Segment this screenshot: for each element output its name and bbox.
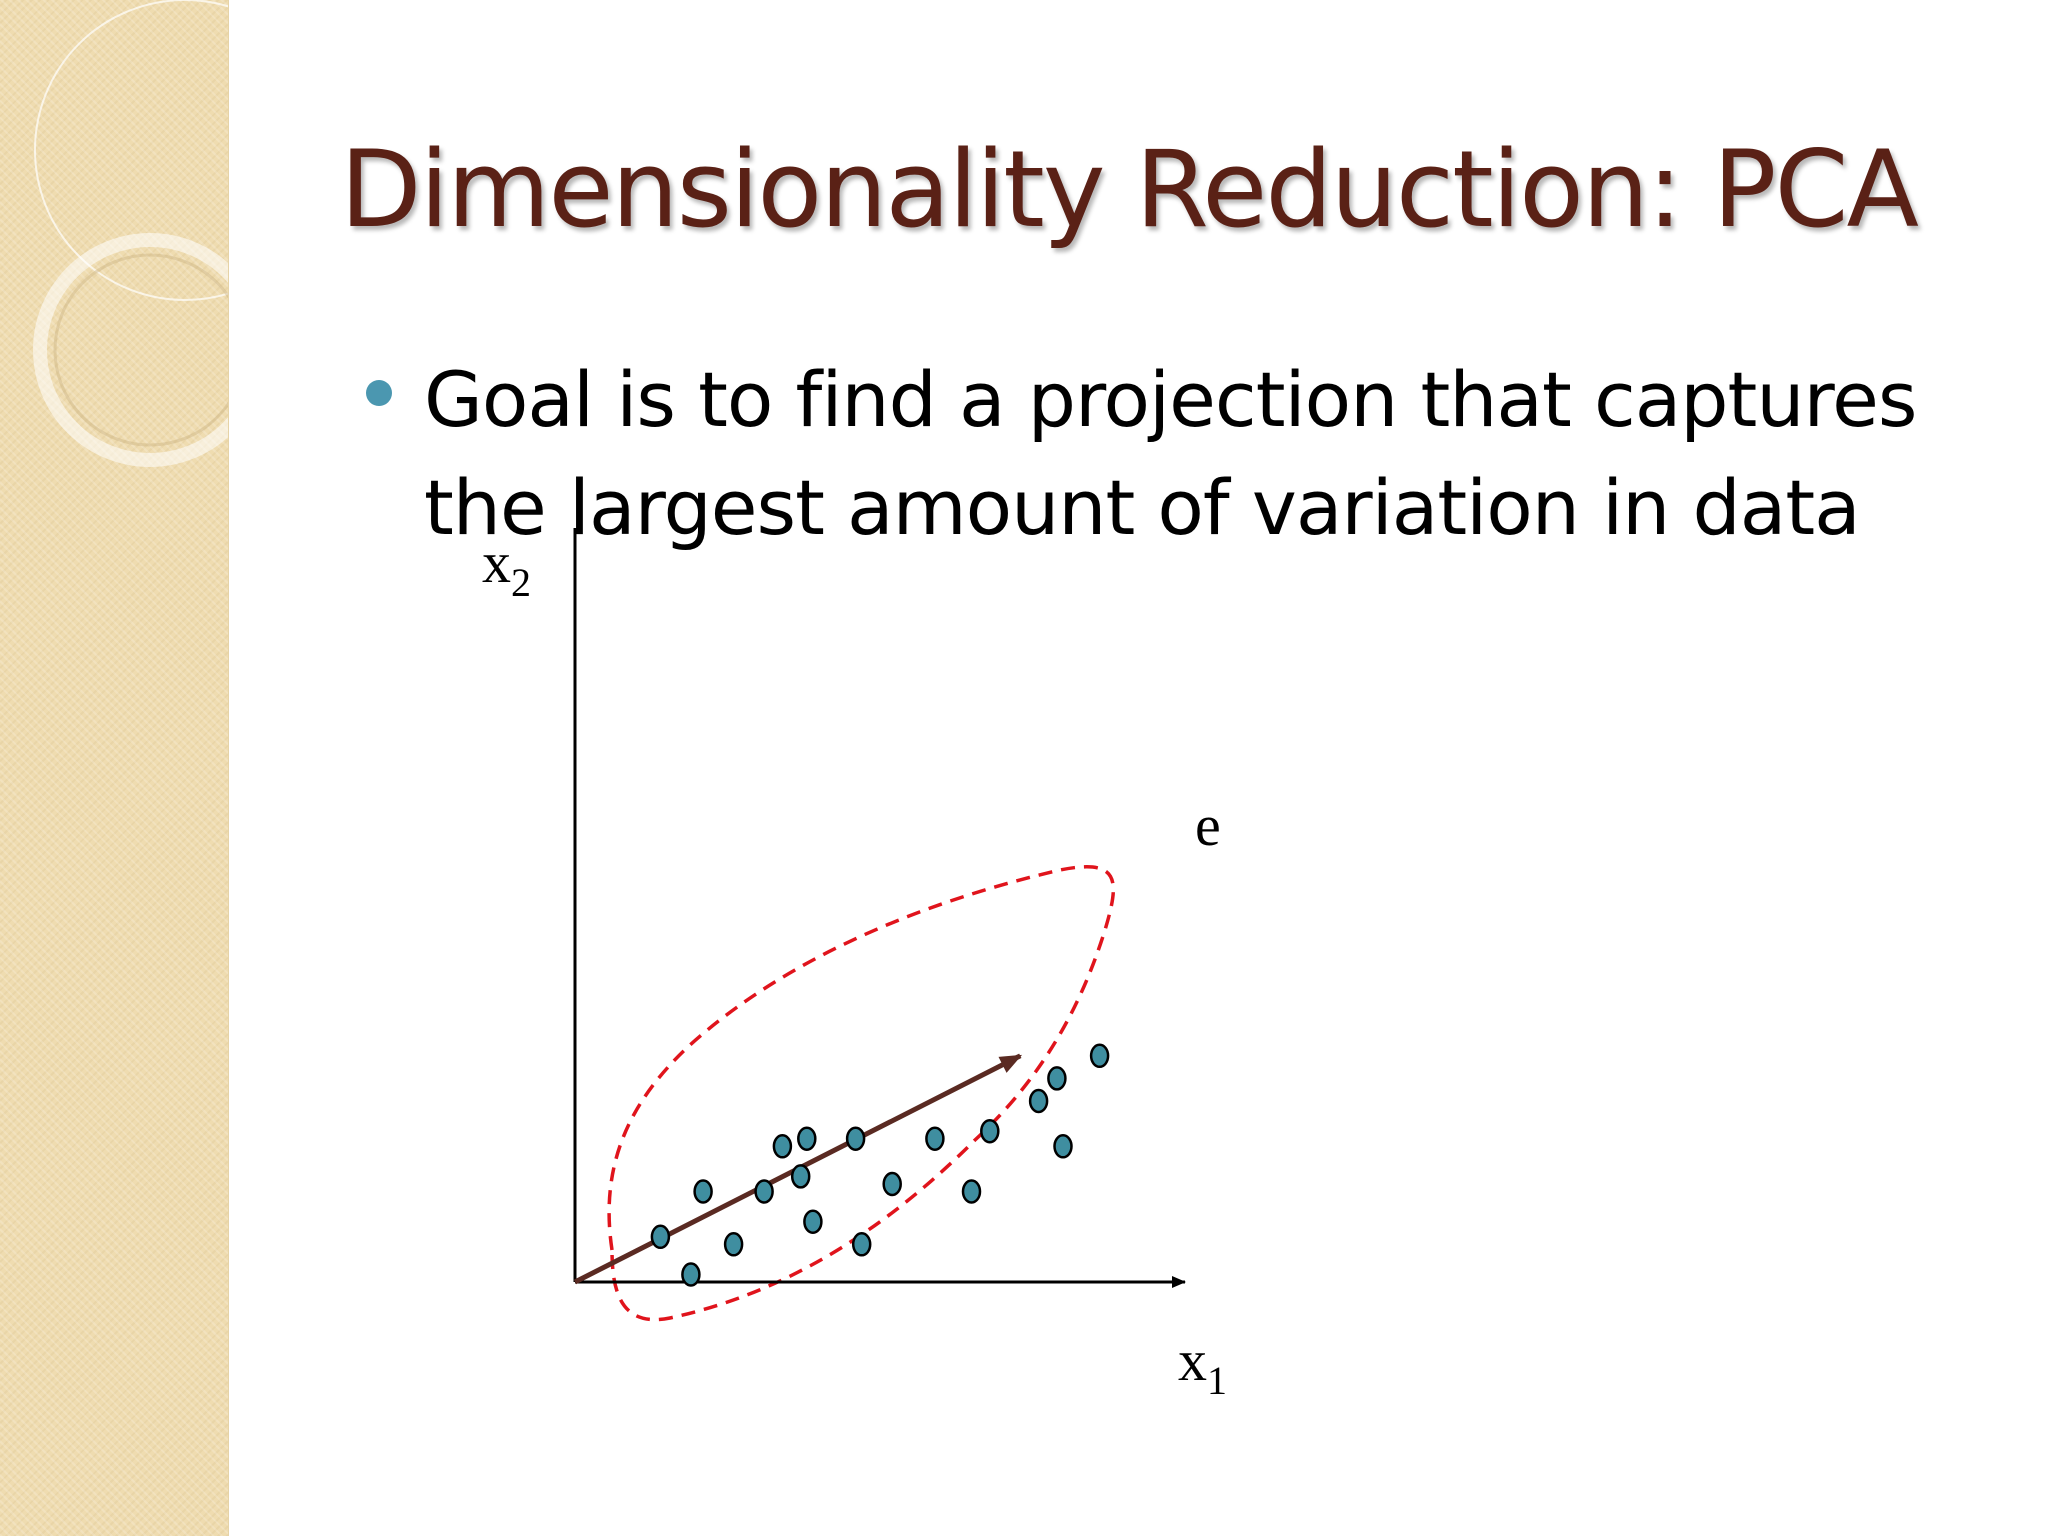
y-axis-label-main: x (482, 530, 511, 595)
slide-title: Dimensionality Reduction: PCA (340, 128, 1919, 251)
data-point-1 (1089, 1043, 1110, 1069)
data-point-15 (803, 1209, 823, 1234)
data-point-19 (681, 1262, 701, 1287)
data-point-10 (790, 1164, 811, 1189)
data-point-17 (723, 1232, 744, 1257)
data-point-11 (693, 1179, 713, 1204)
data-point-6 (797, 1126, 817, 1151)
x-axis-label-main: x (1178, 1328, 1207, 1393)
data-point-2 (1047, 1066, 1067, 1091)
data-point-14 (961, 1179, 982, 1204)
data-point-4 (980, 1118, 1000, 1144)
data-point-7 (845, 1126, 866, 1151)
variation-envelope (607, 865, 1116, 1322)
vector-label: e (1195, 793, 1221, 858)
y-axis-label-subscript: 2 (511, 560, 531, 605)
x-axis-label-subscript: 1 (1207, 1358, 1227, 1403)
data-points (650, 1043, 1110, 1287)
data-point-5 (925, 1126, 945, 1151)
data-point-16 (650, 1224, 671, 1250)
data-point-9 (1053, 1134, 1073, 1159)
data-point-12 (754, 1179, 774, 1204)
bullet-dot-icon (366, 380, 392, 406)
data-point-18 (851, 1232, 872, 1257)
side-decoration-band (0, 0, 229, 1536)
bullet-text: Goal is to find a projection that captur… (424, 355, 1917, 552)
decorative-rings-icon (33, 0, 228, 467)
x-axis-label: x1 (1178, 1328, 1227, 1403)
data-point-13 (882, 1171, 902, 1197)
y-axis-label: x2 (482, 530, 531, 605)
data-point-3 (1028, 1088, 1049, 1114)
data-point-8 (772, 1134, 793, 1159)
